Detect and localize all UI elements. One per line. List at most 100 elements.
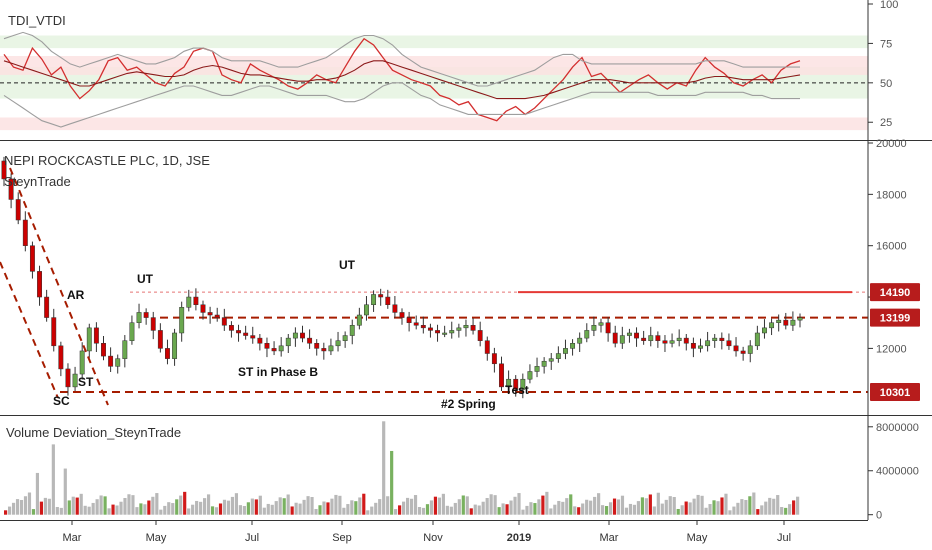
volume-bar [461,495,465,515]
volume-bar [481,501,485,515]
volume-bar [644,498,648,515]
candle-body [257,337,263,344]
volume-bar [183,491,187,515]
volume-bar [744,499,748,515]
volume-bar [780,507,784,515]
candle-body [563,348,568,354]
price-panel: UT UT AR ST SC ST in Phase B #2 Spring T… [0,153,868,411]
candle-body [228,325,234,331]
candle-body [698,345,703,349]
volume-bar [362,493,366,515]
candle-body [456,327,462,331]
time-tick-label: Jul [777,532,791,544]
volume-bar [278,497,282,515]
volume-bar [310,497,314,515]
volume-bar [692,498,696,515]
volume-bar [83,505,87,515]
candle-body [1,160,7,180]
candle-body [719,337,725,341]
volume-bar [314,508,318,515]
volume-bar [39,501,43,515]
time-tick-label: May [146,532,167,544]
candle-body [619,335,625,344]
candle-body [449,330,455,334]
volume-bar [326,502,330,515]
tdi-line-fast [3,37,801,122]
volume-bar [513,496,517,515]
volume-bar [322,501,326,515]
price-badge-13199 [870,308,920,327]
tdi-line-slow [3,60,801,100]
candle-body [207,312,213,316]
volume-bar [764,501,768,515]
volume-bar [147,500,151,515]
volume-bar [350,500,354,515]
volume-bar [111,504,115,515]
volume-bar [581,503,585,515]
volume-bar [525,505,529,515]
volume-bar [171,503,175,515]
volume-bar [585,499,589,515]
candle-body [86,327,92,352]
candle-body [79,350,85,375]
volume-tick-label: 8000000 [876,422,919,434]
volume-bar [318,505,322,515]
volume-bar [135,507,139,515]
volume-bar [421,507,426,515]
volume-bar [405,497,410,515]
volume-bar [206,494,211,515]
candle-body [769,322,775,329]
candle-body [520,378,526,390]
volume-bar [218,503,223,515]
volume-bar [632,504,637,515]
annotation-st-phase-b: ST in Phase B [238,365,318,379]
volume-bar [11,502,16,515]
time-tick-label: 2019 [507,532,531,544]
volume-bar [386,496,390,515]
volume-bar [334,494,338,515]
volume-bar [402,501,406,515]
candle-body [541,360,547,367]
candle-body [690,343,696,349]
volume-bar [91,502,95,515]
candle-body [292,332,298,339]
candle-body [236,330,241,334]
candle-body [506,378,512,388]
candle-body [584,330,590,339]
volume-bar [330,498,334,515]
candle-body [499,363,504,388]
volume-bar [123,498,127,515]
volume-bar [374,502,378,515]
volume-bar [270,504,274,515]
volume-tick-label: 0 [876,510,882,522]
candle-body [655,335,661,341]
volume-bar [195,500,199,515]
volume-bar [453,502,457,515]
volume-bar [569,494,573,515]
volume-bar [728,510,732,515]
candle-body [29,245,35,272]
volume-bar [441,493,445,515]
tdi-line-upper [3,31,800,87]
volume-bar [712,500,716,515]
candle-body [783,319,789,326]
time-tick-label: Mar [63,532,82,544]
annotation-ut-1: UT [137,272,154,286]
volume-bar [561,501,565,515]
candle-body [186,296,192,308]
candle-body [683,337,689,344]
candle-body [356,314,362,326]
volume-bar [549,508,553,515]
candle-body [342,335,348,341]
volume-bar [346,504,350,515]
volume-bar [191,504,195,515]
candle-body [662,340,668,344]
price-tick-label: 12000 [876,343,907,355]
volume-bar [354,501,358,515]
candle-body [285,337,291,347]
volume-bar [199,501,203,515]
volume-bar [266,503,270,515]
candle-body [669,340,675,344]
candle-body [150,317,156,331]
channel-line-lower [0,261,59,399]
